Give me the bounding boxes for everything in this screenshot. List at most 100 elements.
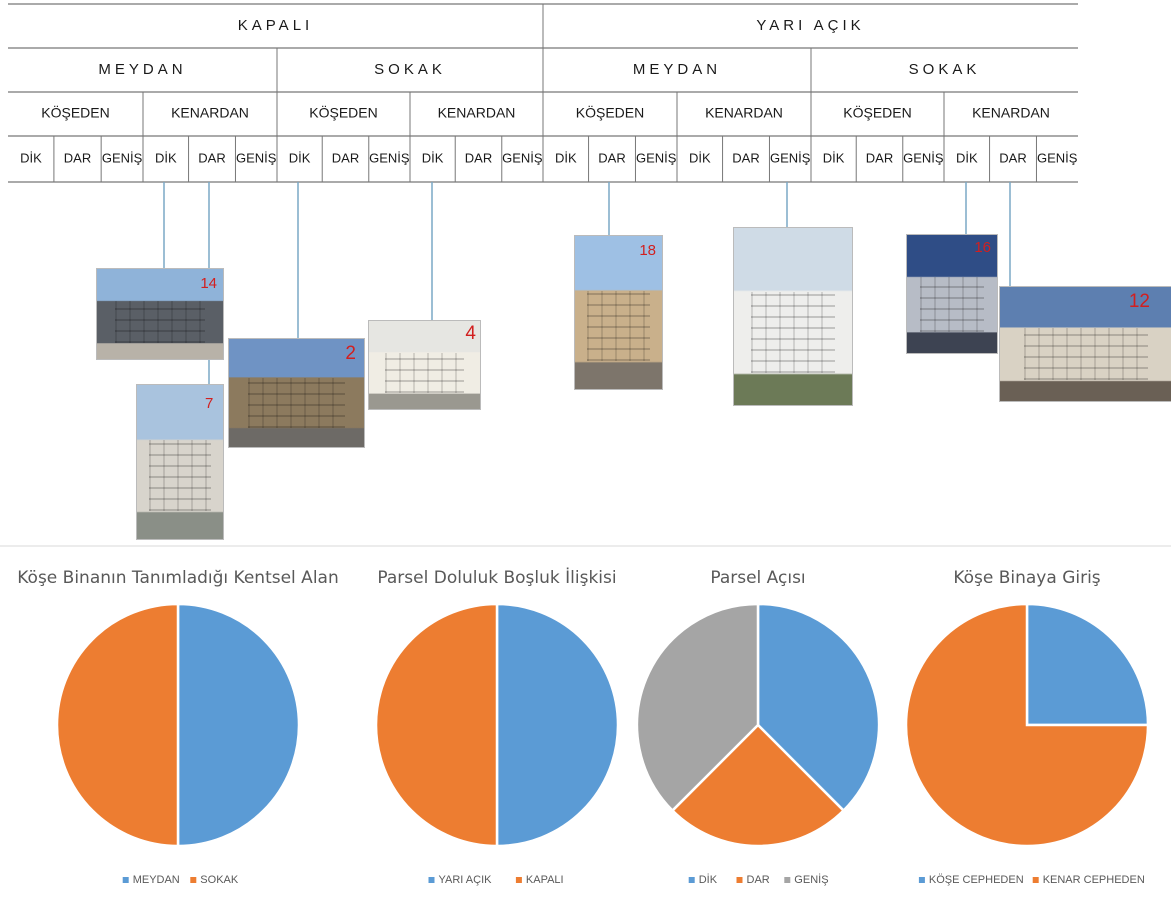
level1-label: YARI AÇIK [756, 17, 864, 34]
pie-chart: Köşe Binaya Giriş KÖŞE CEPHEDEN KENAR CEPH… [904, 568, 1150, 886]
photo-number: 12 [1128, 291, 1150, 312]
classification-table-grid [8, 3, 1078, 183]
level4-label: DİK [823, 150, 845, 165]
level4-label: DAR [866, 150, 893, 165]
legend-label: DAR [747, 874, 770, 886]
chart-title: Parsel Açısı [710, 568, 805, 588]
photo-number: 4 [465, 323, 476, 344]
pie-chart: Parsel Doluluk Boşluk İlişkisi YARI AÇIK K… [374, 567, 620, 886]
level4-label: GENİŞ [903, 150, 944, 165]
level3-label: KÖŞEDEN [309, 104, 377, 121]
photo-number: 7 [205, 395, 214, 412]
level4-label: GENİŞ [1037, 150, 1078, 165]
pie-chart: Parsel Açısı DİK DAR GENİŞ [635, 568, 881, 886]
legend-label: KÖŞE CEPHEDEN [929, 874, 1024, 886]
photo-number: 18 [639, 242, 656, 259]
facade-pattern [750, 291, 836, 374]
legend-label: DİK [699, 873, 718, 886]
chart-title: Köşe Binanın Tanımladığı Kentsel Alan [17, 568, 338, 588]
level4-label: DAR [465, 150, 492, 165]
level3-label: KENARDAN [972, 105, 1050, 121]
building-photo: 2 [228, 338, 365, 448]
legend-marker [688, 877, 695, 883]
level4-label: GENİŞ [770, 150, 811, 165]
level4-label: DİK [155, 150, 177, 165]
facade-pattern [149, 440, 211, 512]
building-photo: 14 [96, 268, 224, 360]
level4-label: DİK [555, 150, 577, 165]
level3-label: KÖŞEDEN [41, 104, 109, 121]
legend-marker [784, 877, 791, 883]
legend-marker [1032, 877, 1039, 883]
level2-label: SOKAK [374, 61, 446, 78]
level4-label: DAR [332, 150, 359, 165]
building-photo [733, 227, 853, 406]
building-photo: 16 [906, 234, 998, 354]
pie-slice-köşe-cepheden [1025, 602, 1150, 727]
classification-table-labels: KAPALI YARI AÇIK MEYDAN SOKAK MEYDAN SOKAK KÖŞ… [20, 17, 1078, 165]
pie-slice-yari-açik [495, 602, 620, 848]
level4-label: DİK [20, 150, 42, 165]
level4-label: DİK [289, 150, 311, 165]
pie-slice-meydan [176, 602, 301, 848]
level3-label: KÖŞEDEN [576, 104, 644, 121]
level4-label: GENİŞ [502, 150, 543, 165]
level4-label: GENİŞ [236, 150, 277, 165]
pie-slice-kenar-cepheden [904, 602, 1150, 848]
pie-chart: Köşe Binanın Tanımladığı Kentsel Alan MEY… [17, 568, 338, 886]
level4-label: DAR [198, 150, 225, 165]
level4-label: DAR [598, 150, 625, 165]
pie-slice-sokak [55, 602, 180, 848]
building-photo: 18 [574, 235, 663, 390]
legend-label: KAPALI [526, 874, 564, 886]
legend-label: SOKAK [200, 874, 239, 886]
level2-label: MEYDAN [98, 61, 186, 78]
level4-label: GENİŞ [636, 150, 677, 165]
legend-marker [515, 877, 522, 883]
legend-label: YARI AÇIK [439, 874, 493, 886]
pie-slice-geni̇ş [635, 602, 760, 813]
level3-label: KENARDAN [438, 105, 516, 121]
photo-number: 2 [345, 343, 356, 364]
legend-marker [918, 877, 925, 883]
pie-charts: Köşe Binanın Tanımladığı Kentsel Alan MEY… [0, 545, 1171, 886]
level4-label: DİK [689, 150, 711, 165]
legend-label: MEYDAN [133, 874, 180, 886]
level2-label: SOKAK [909, 61, 981, 78]
level4-label: DAR [999, 150, 1026, 165]
pie-slice-dar [670, 723, 846, 848]
legend-marker [190, 877, 197, 883]
level1-label: KAPALI [238, 17, 313, 34]
level4-label: DİK [956, 150, 978, 165]
facade-pattern [384, 352, 465, 394]
level4-label: GENİŞ [369, 150, 410, 165]
building-photo: 4 [368, 320, 481, 410]
legend-marker [428, 877, 435, 883]
photo-number: 14 [200, 275, 217, 292]
legend-marker [122, 877, 129, 883]
facade-pattern [114, 301, 206, 343]
building-photo: 12 [999, 286, 1171, 402]
level4-label: DAR [64, 150, 91, 165]
legend-label: GENİŞ [794, 873, 828, 886]
legend-label: KENAR CEPHEDEN [1043, 874, 1145, 886]
pie-slice-kapali [374, 602, 499, 848]
chart-title: Köşe Binaya Giriş [953, 568, 1100, 588]
level3-label: KENARDAN [705, 105, 783, 121]
facade-pattern [1024, 328, 1148, 381]
legend-marker [736, 877, 743, 883]
pie-slice-di̇k [756, 602, 881, 813]
level4-label: DİK [422, 150, 444, 165]
photo-connector-lines [163, 182, 1011, 384]
photo-number: 16 [974, 239, 991, 256]
level4-label: GENİŞ [102, 150, 143, 165]
facade-pattern [919, 277, 985, 332]
facade-pattern [587, 291, 650, 362]
level4-label: DAR [732, 150, 759, 165]
building-photo: 7 [136, 384, 224, 540]
chart-title: Parsel Doluluk Boşluk İlişkisi [377, 567, 616, 588]
level3-label: KÖŞEDEN [843, 104, 911, 121]
facade-pattern [247, 377, 346, 428]
level2-label: MEYDAN [633, 61, 721, 78]
